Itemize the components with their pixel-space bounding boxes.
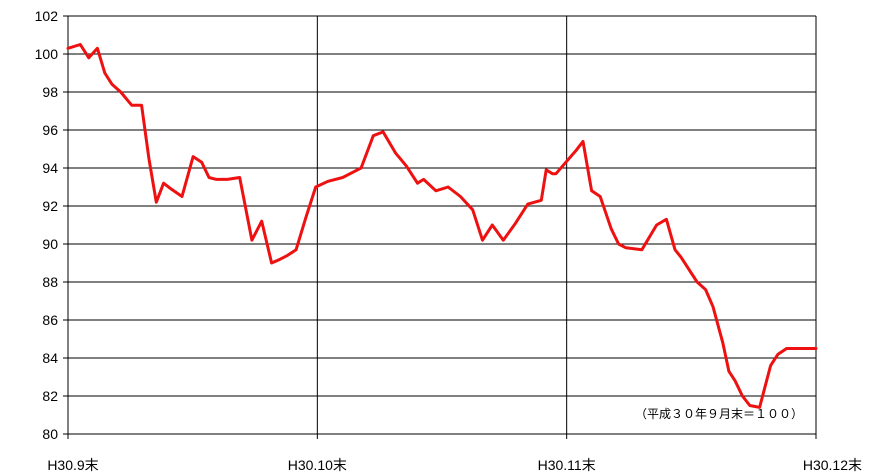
y-tick-label: 86 [42, 312, 58, 328]
x-tick-label: H30.11末 [538, 457, 596, 473]
y-tick-label: 90 [42, 236, 58, 252]
series-line [66, 43, 818, 409]
x-tick-label: H30.10末 [288, 457, 347, 473]
y-tick-label: 94 [42, 160, 58, 176]
y-tick-label: 88 [42, 274, 58, 290]
axes [67, 16, 816, 435]
y-tick-label: 82 [42, 388, 58, 404]
y-tick-label: 98 [42, 84, 58, 100]
y-tick-label: 80 [42, 426, 58, 442]
y-tick-label: 100 [35, 46, 59, 62]
x-tick-labels: H30.9末 H30.10末 H30.11末 H30.12末 [47, 457, 862, 473]
base-annotation: （平成３０年９月末＝１００） [635, 407, 803, 421]
x-tick-label: H30.12末 [803, 457, 862, 473]
y-tick-label: 102 [35, 8, 59, 24]
y-tick-labels: 80 82 84 86 88 90 92 94 96 98 100 102 [35, 8, 59, 442]
y-tick-label: 84 [42, 350, 58, 366]
y-tick-label: 92 [42, 198, 58, 214]
y-tick-label: 96 [42, 122, 58, 138]
vertical-gridlines [67, 16, 817, 439]
x-tick-label: H30.9末 [47, 457, 98, 473]
horizontal-gridlines [63, 15, 816, 435]
